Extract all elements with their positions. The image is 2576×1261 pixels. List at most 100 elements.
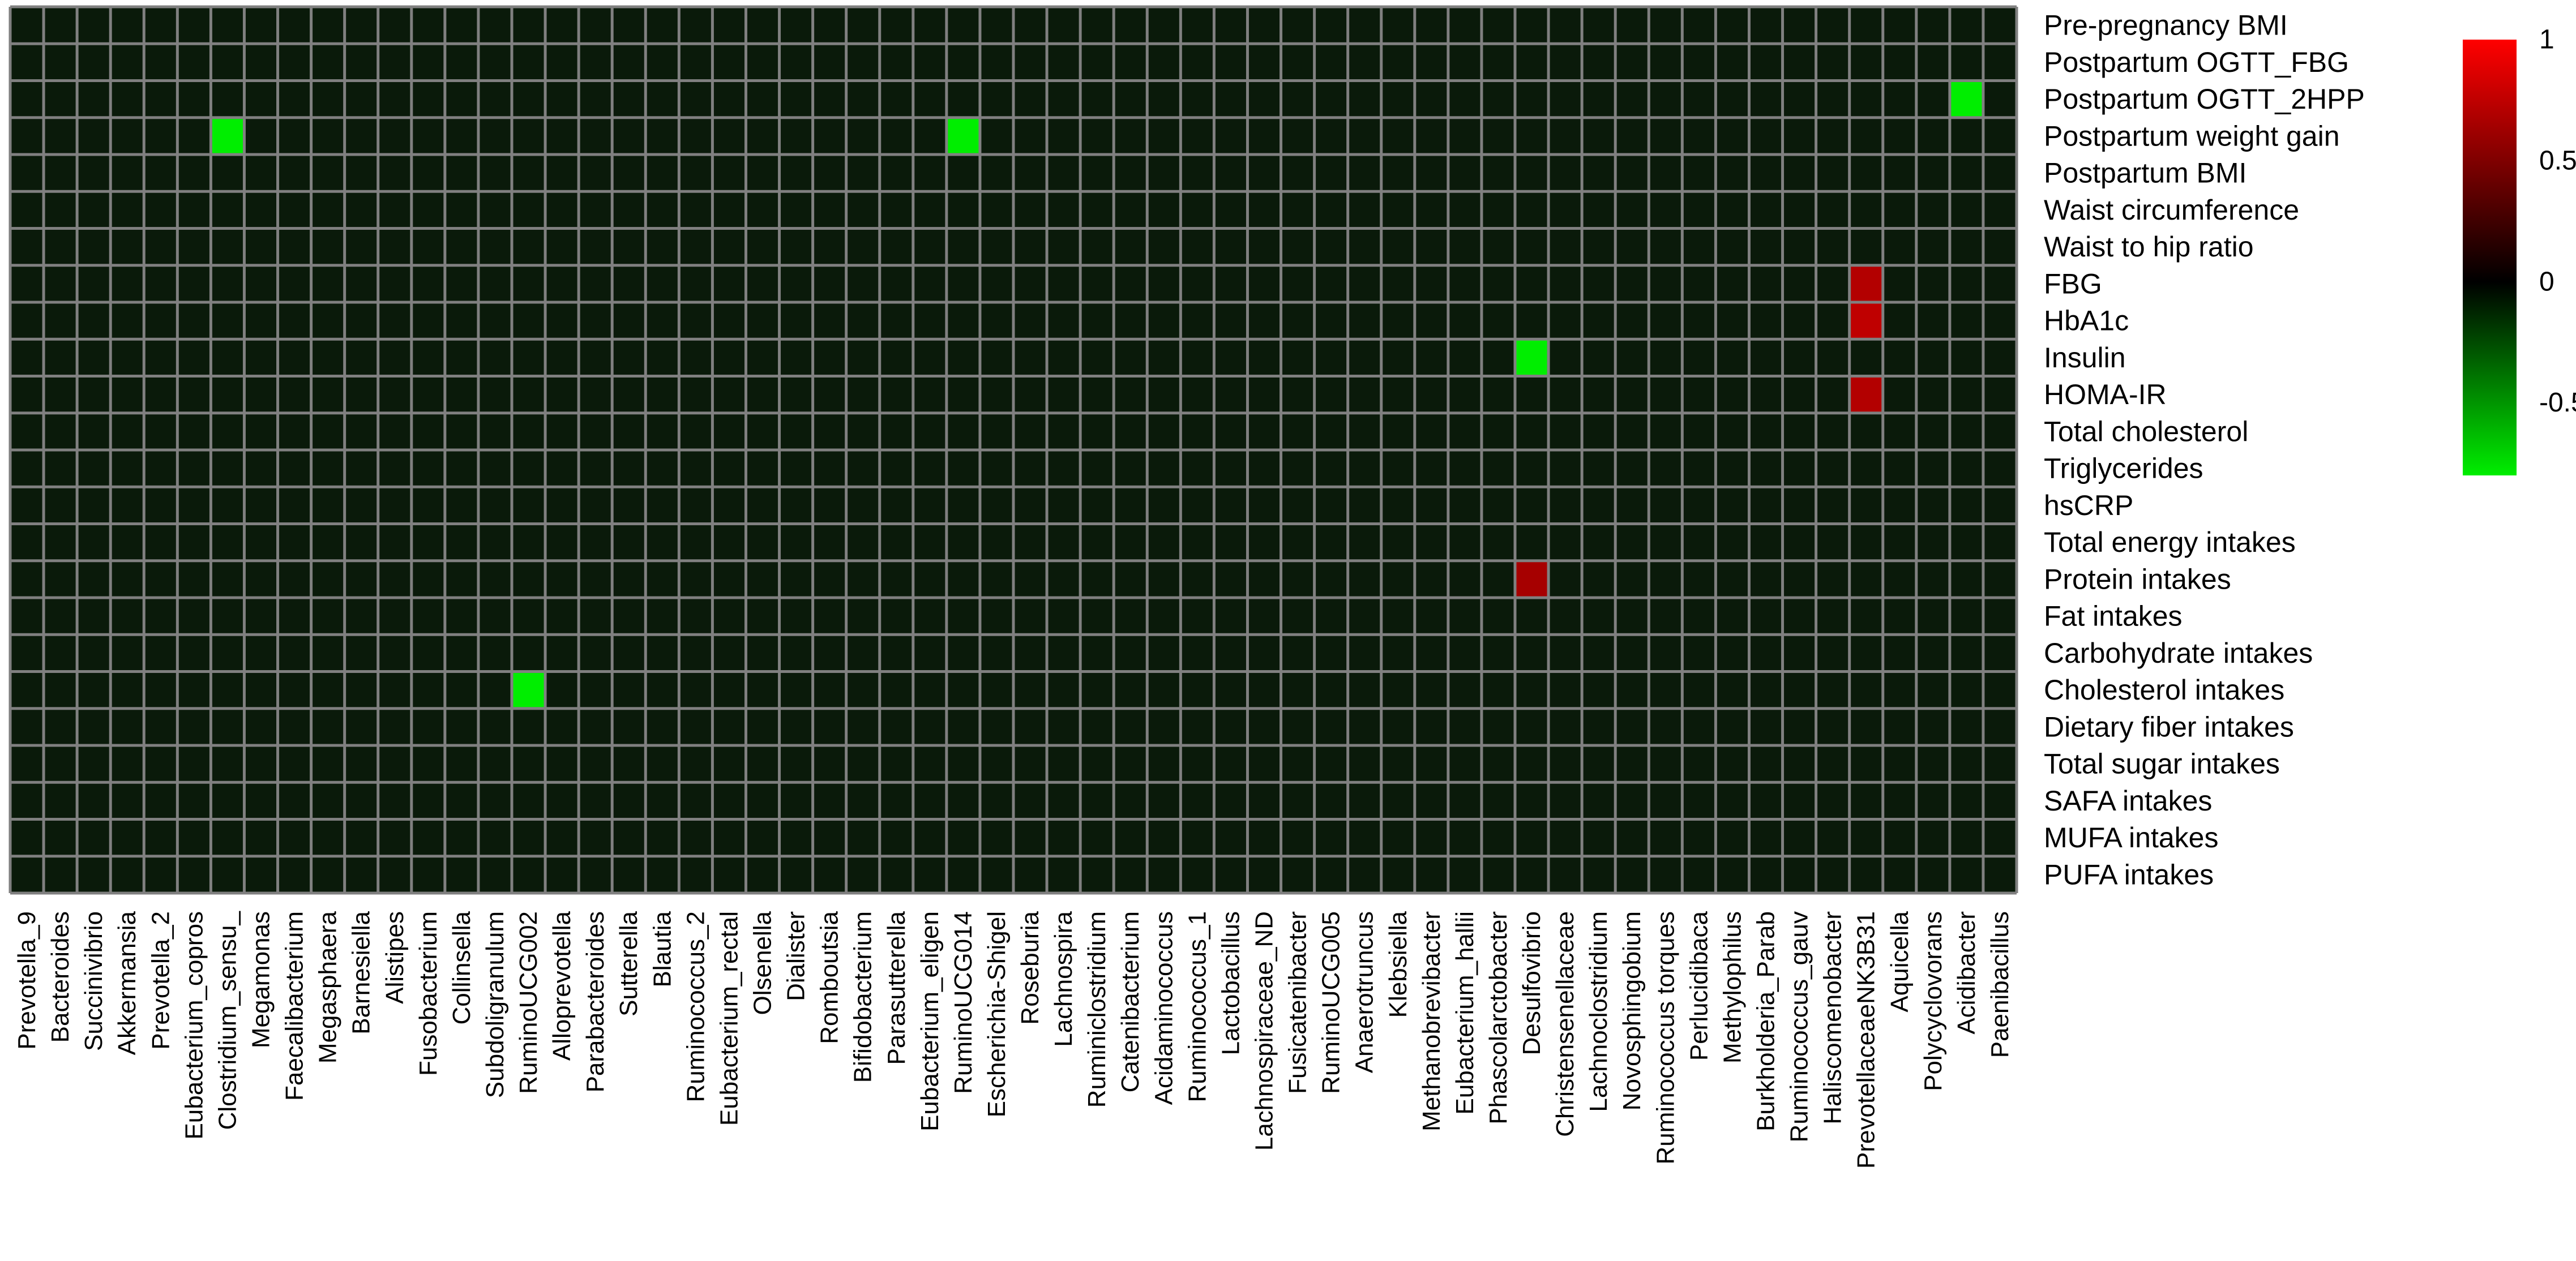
- heatmap-cell: [1782, 782, 1816, 820]
- heatmap-cell: [10, 856, 44, 893]
- heatmap-cell: [679, 80, 713, 118]
- heatmap-cell: [1047, 302, 1081, 340]
- heatmap-cell: [1816, 634, 1850, 672]
- heatmap-cell: [1749, 745, 1783, 783]
- column-label: Prevotella_9: [13, 911, 41, 1050]
- heatmap-cell: [679, 560, 713, 598]
- heatmap-cell: [1347, 155, 1381, 192]
- heatmap-cell: [645, 44, 679, 81]
- heatmap-cell: [979, 155, 1013, 192]
- heatmap-cell: [1916, 44, 1950, 81]
- heatmap-cell: [1548, 117, 1582, 155]
- heatmap-cell: [1114, 856, 1148, 893]
- heatmap-cell: [1515, 598, 1549, 635]
- heatmap-cell: [1615, 413, 1649, 450]
- heatmap-cell: [1782, 708, 1816, 745]
- heatmap-cell: [1916, 155, 1950, 192]
- heatmap-cell: [1515, 117, 1549, 155]
- heatmap-cell: [1481, 155, 1515, 192]
- heatmap-cell: [1582, 228, 1616, 265]
- heatmap-cell: [1515, 671, 1549, 709]
- heatmap-cell: [1682, 413, 1716, 450]
- heatmap-cell: [1649, 44, 1683, 81]
- heatmap-cell: [1214, 560, 1248, 598]
- heatmap-cell: [1047, 44, 1081, 81]
- heatmap-cell: [1715, 117, 1749, 155]
- heatmap-cell: [110, 302, 144, 340]
- heatmap-cell: [177, 560, 211, 598]
- heatmap-cell: [1147, 80, 1181, 118]
- heatmap-cell: [1782, 117, 1816, 155]
- heatmap-cell: [579, 782, 613, 820]
- heatmap-cell: [444, 524, 478, 561]
- heatmap-cell: [1782, 819, 1816, 856]
- heatmap-cell: [779, 44, 813, 81]
- heatmap-cell: [779, 265, 813, 302]
- heatmap-cell: [1214, 117, 1248, 155]
- heatmap-cell: [311, 44, 345, 81]
- heatmap-cell: [1080, 708, 1114, 745]
- heatmap-cell: [10, 487, 44, 524]
- heatmap-cell: [1849, 634, 1883, 672]
- heatmap-cell: [512, 671, 546, 709]
- heatmap-cell: [1582, 265, 1616, 302]
- heatmap-cell: [378, 634, 412, 672]
- heatmap-cell: [1816, 819, 1850, 856]
- heatmap-cell: [913, 44, 947, 81]
- heatmap-cell: [1281, 819, 1315, 856]
- heatmap-cell: [512, 7, 546, 44]
- heatmap-cell: [812, 44, 846, 81]
- heatmap-cell: [1582, 302, 1616, 340]
- heatmap-cell: [77, 598, 111, 635]
- heatmap-cell: [110, 117, 144, 155]
- heatmap-cell: [1749, 671, 1783, 709]
- heatmap-cell: [10, 560, 44, 598]
- heatmap-cell: [10, 302, 44, 340]
- heatmap-cell: [913, 560, 947, 598]
- heatmap-cell: [1548, 339, 1582, 376]
- heatmap-cell: [879, 228, 913, 265]
- heatmap-cell: [1314, 634, 1348, 672]
- heatmap-cell: [1949, 339, 1983, 376]
- heatmap-cell: [1013, 819, 1047, 856]
- heatmap-cell: [1147, 782, 1181, 820]
- heatmap-cell: [1314, 708, 1348, 745]
- heatmap-cell: [612, 671, 646, 709]
- heatmap-cell: [344, 376, 378, 413]
- heatmap-cell: [77, 819, 111, 856]
- column-label: Ruminococcus torques: [1651, 911, 1679, 1165]
- heatmap-cell: [144, 228, 178, 265]
- heatmap-cell: [1414, 524, 1448, 561]
- heatmap-cell: [846, 80, 880, 118]
- heatmap-cell: [1749, 265, 1783, 302]
- heatmap-cell: [1715, 191, 1749, 229]
- heatmap-cell: [746, 671, 780, 709]
- heatmap-cell: [1882, 413, 1916, 450]
- heatmap-cell: [1682, 265, 1716, 302]
- heatmap-cell: [1615, 487, 1649, 524]
- heatmap-cell: [1247, 782, 1281, 820]
- heatmap-cell: [1013, 450, 1047, 487]
- heatmap-cell: [1515, 560, 1549, 598]
- heatmap-cell: [1749, 450, 1783, 487]
- heatmap-cell: [1114, 745, 1148, 783]
- heatmap-cell: [1080, 524, 1114, 561]
- heatmap-cell: [1983, 487, 2017, 524]
- heatmap-cell: [1314, 44, 1348, 81]
- heatmap-cell: [679, 634, 713, 672]
- heatmap-cell: [1749, 634, 1783, 672]
- heatmap-cell: [612, 708, 646, 745]
- heatmap-cell: [1047, 782, 1081, 820]
- heatmap-cell: [746, 302, 780, 340]
- heatmap-cell: [378, 44, 412, 81]
- heatmap-cell: [144, 524, 178, 561]
- heatmap-cell: [1080, 487, 1114, 524]
- heatmap-cell: [812, 302, 846, 340]
- heatmap-cell: [1715, 7, 1749, 44]
- heatmap-cell: [211, 782, 245, 820]
- heatmap-cell: [779, 80, 813, 118]
- heatmap-cell: [344, 228, 378, 265]
- heatmap-cell: [512, 598, 546, 635]
- heatmap-cell: [1849, 524, 1883, 561]
- heatmap-cell: [1816, 487, 1850, 524]
